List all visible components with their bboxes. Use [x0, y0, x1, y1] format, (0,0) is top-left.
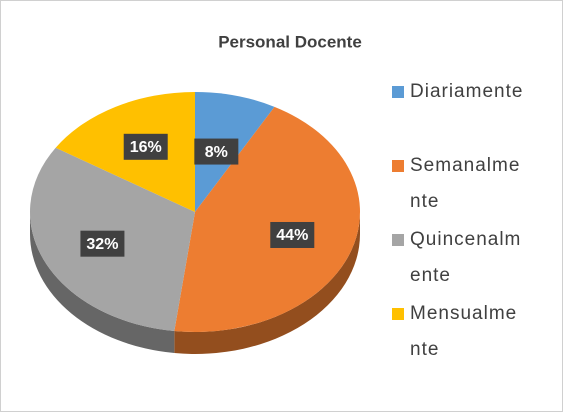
data-label-box	[123, 133, 168, 160]
data-label-box	[80, 230, 125, 257]
data-label: 44%	[276, 227, 308, 244]
legend-swatch	[392, 86, 404, 98]
data-label: 16%	[130, 139, 162, 156]
pie-slice	[174, 106, 360, 333]
legend-item: Mensualmente	[392, 296, 557, 370]
legend-item: Diariamente	[392, 74, 557, 148]
pie-side	[174, 212, 360, 354]
legend-label: Mensualmente	[410, 303, 518, 360]
data-label: 8%	[205, 144, 228, 161]
chart-title: Personal Docente	[218, 32, 362, 51]
legend-label: Diariamente	[410, 81, 524, 102]
legend-swatch	[392, 234, 404, 246]
data-label: 32%	[86, 236, 118, 253]
legend-label: Quincenalmente	[410, 229, 522, 286]
pie-side	[29, 212, 175, 354]
legend-swatch	[392, 160, 404, 172]
legend-item: Semanalmente	[392, 148, 557, 222]
legend: Diariamente Semanalmente Quincenalmente Men…	[392, 74, 557, 370]
data-label-box	[194, 138, 239, 165]
legend-label: Semanalmente	[410, 155, 521, 212]
data-label-box	[270, 221, 315, 248]
legend-swatch	[392, 308, 404, 320]
legend-item: Quincenalmente	[392, 222, 557, 296]
